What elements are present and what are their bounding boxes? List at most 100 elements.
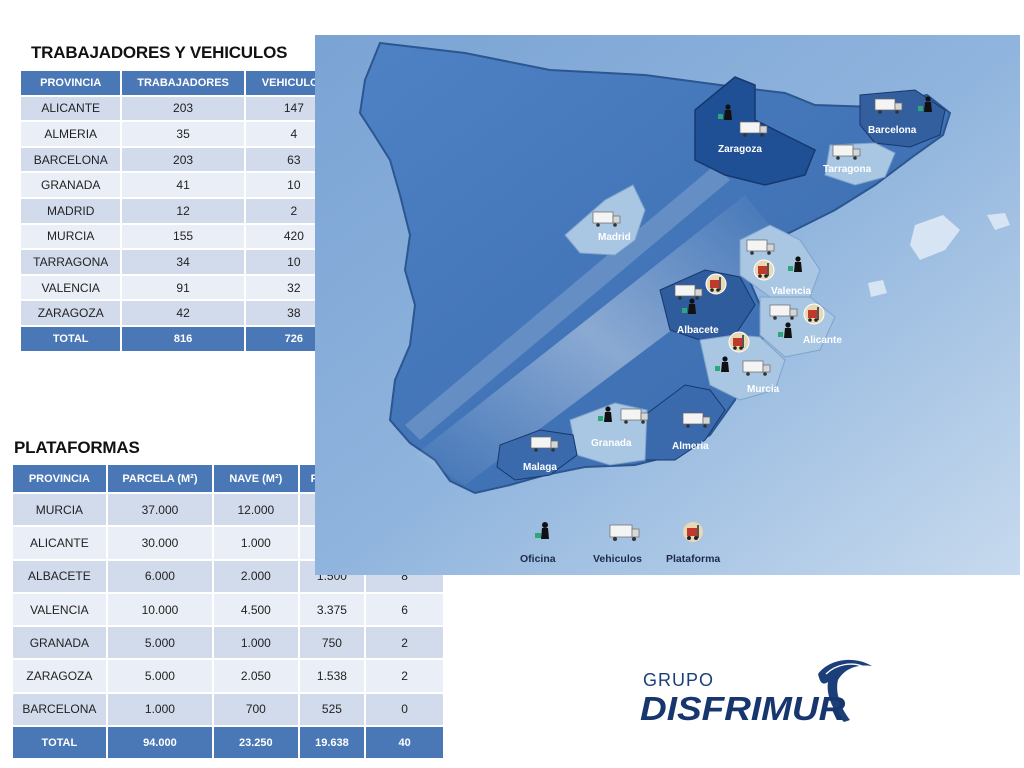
trabajadores-cell: 35 <box>120 120 246 148</box>
plataformas-total-cell: 94.000 <box>105 725 215 761</box>
label-murcia: Murcia <box>747 384 780 395</box>
logo-grupo-text: GRUPO <box>643 670 715 690</box>
trabajadores-cell: 42 <box>120 299 246 327</box>
office-worker-icon <box>598 406 612 422</box>
plataformas-title: PLATAFORMAS <box>14 438 140 457</box>
light-beam <box>405 165 730 440</box>
grupo-disfrimur-logo <box>640 652 880 727</box>
spain-map: Zaragoza Barcelona Tarragona Madrid Vale… <box>315 35 1020 575</box>
plataformas-total-cell: 19.638 <box>297 725 367 761</box>
trabajadores-row: VALENCIA 91 32 <box>18 273 345 302</box>
plataformas-cell: 2 <box>364 625 445 661</box>
trabajadores-row: ALMERIA 35 4 <box>18 120 345 148</box>
trabajadores-cell: MADRID <box>18 196 123 225</box>
trabajadores-header-row: PROVINCIA TRABAJADORES VEHICULOS <box>18 69 345 97</box>
label-alicante: Alicante <box>803 335 842 346</box>
forklift-icon <box>683 522 703 542</box>
plataformas-cell: 4.500 <box>212 591 300 628</box>
trabajadores-cell: 34 <box>120 248 246 276</box>
plataformas-cell: 1.000 <box>212 525 300 561</box>
trabajadores-cell: BARCELONA <box>18 145 123 174</box>
truck-icon <box>609 524 640 541</box>
plataformas-row: ZARAGOZA 5.000 2.050 1.538 2 <box>11 658 445 694</box>
map-legend: Oficina Vehiculos Plataforma <box>520 522 720 565</box>
plataformas-cell: 1.538 <box>297 658 367 694</box>
trabajadores-cell: 91 <box>120 273 246 302</box>
truck-icon <box>592 211 621 227</box>
plataformas-row: VALENCIA 10.000 4.500 3.375 6 <box>11 591 445 628</box>
trabajadores-cell: 12 <box>120 196 246 225</box>
trabajadores-header-cell: PROVINCIA <box>18 69 123 97</box>
legend-vehicles: Vehiculos <box>593 553 642 565</box>
trabajadores-table: PROVINCIA TRABAJADORES VEHICULOS ALICANTE 2… <box>18 69 345 353</box>
plataformas-cell: 6 <box>364 591 445 628</box>
plataformas-row: ALBACETE 6.000 2.000 1.500 8 <box>11 558 445 594</box>
plataformas-cell: ZARAGOZA <box>11 658 108 694</box>
plataformas-cell: 5.000 <box>105 658 215 694</box>
trabajadores-row: TARRAGONA 34 10 <box>18 248 345 276</box>
plataformas-total-cell: TOTAL <box>11 725 108 761</box>
plataformas-cell: 6.000 <box>105 558 215 594</box>
label-barcelona: Barcelona <box>868 125 917 136</box>
office-worker-icon <box>788 256 802 272</box>
trabajadores-row: ALICANTE 203 147 <box>18 94 345 123</box>
plataformas-cell: 30.000 <box>105 525 215 561</box>
office-worker-icon <box>778 322 792 338</box>
plataformas-cell: 10.000 <box>105 591 215 628</box>
balearic-island <box>910 215 960 260</box>
plataformas-cell: 12.000 <box>212 491 300 528</box>
plataformas-cell: 1.000 <box>212 625 300 661</box>
plataformas-cell: GRANADA <box>11 625 108 661</box>
light-beam <box>415 195 785 485</box>
plataformas-cell: 0 <box>364 691 445 728</box>
plataformas-cell: ALICANTE <box>11 525 108 561</box>
trabajadores-cell: ALICANTE <box>18 94 123 123</box>
plataformas-cell: 1.000 <box>105 691 215 728</box>
label-zaragoza: Zaragoza <box>718 144 762 155</box>
trabajadores-row: MURCIA 155 420 <box>18 222 345 251</box>
trabajadores-cell: VALENCIA <box>18 273 123 302</box>
trabajadores-cell: TARRAGONA <box>18 248 123 276</box>
truck-icon <box>832 144 861 160</box>
trabajadores-total-row: TOTAL 816 726 <box>18 324 345 353</box>
plataformas-cell: 2 <box>364 658 445 694</box>
trabajadores-header-cell: TRABAJADORES <box>120 69 246 97</box>
trabajadores-cell: ZARAGOZA <box>18 299 123 327</box>
office-worker-icon <box>715 356 729 372</box>
balearic-island <box>868 280 887 297</box>
plataformas-cell: MURCIA <box>11 491 108 528</box>
label-malaga: Malaga <box>523 462 557 473</box>
seal-icon <box>818 659 872 722</box>
label-valencia: Valencia <box>771 286 811 297</box>
plataformas-cell: 700 <box>212 691 300 728</box>
truck-icon <box>620 408 649 424</box>
logo-disfrimur-text: DISFRIMUR <box>640 690 846 727</box>
label-tarragona: Tarragona <box>823 164 872 175</box>
plataformas-cell: 37.000 <box>105 491 215 528</box>
truck-icon <box>674 284 703 300</box>
plataformas-header-cell: PROVINCIA <box>11 463 108 494</box>
trabajadores-cell: MURCIA <box>18 222 123 251</box>
office-worker-icon <box>918 96 932 112</box>
truck-icon <box>742 360 771 376</box>
trabajadores-cell: GRANADA <box>18 171 123 199</box>
legend-platform: Plataforma <box>666 553 720 565</box>
plataformas-cell: 2.000 <box>212 558 300 594</box>
truck-icon <box>682 412 711 428</box>
label-almeria: Almeria <box>672 441 709 452</box>
trabajadores-cell: 41 <box>120 171 246 199</box>
plataformas-cell: 2.050 <box>212 658 300 694</box>
plataformas-total-cell: 23.250 <box>212 725 300 761</box>
trabajadores-cell: 203 <box>120 94 246 123</box>
truck-icon <box>739 121 768 137</box>
forklift-icon <box>753 259 775 281</box>
trabajadores-cell: 203 <box>120 145 246 174</box>
plataformas-cell: 3.375 <box>297 591 367 628</box>
plataformas-header-cell: PARCELA (M²) <box>105 463 215 494</box>
plataformas-cell: VALENCIA <box>11 591 108 628</box>
trabajadores-total-cell: TOTAL <box>18 324 123 353</box>
office-worker-icon <box>535 522 549 539</box>
label-granada: Granada <box>591 438 632 449</box>
legend-office: Oficina <box>520 553 556 565</box>
trabajadores-title: TRABAJADORES Y VEHICULOS <box>31 43 288 62</box>
